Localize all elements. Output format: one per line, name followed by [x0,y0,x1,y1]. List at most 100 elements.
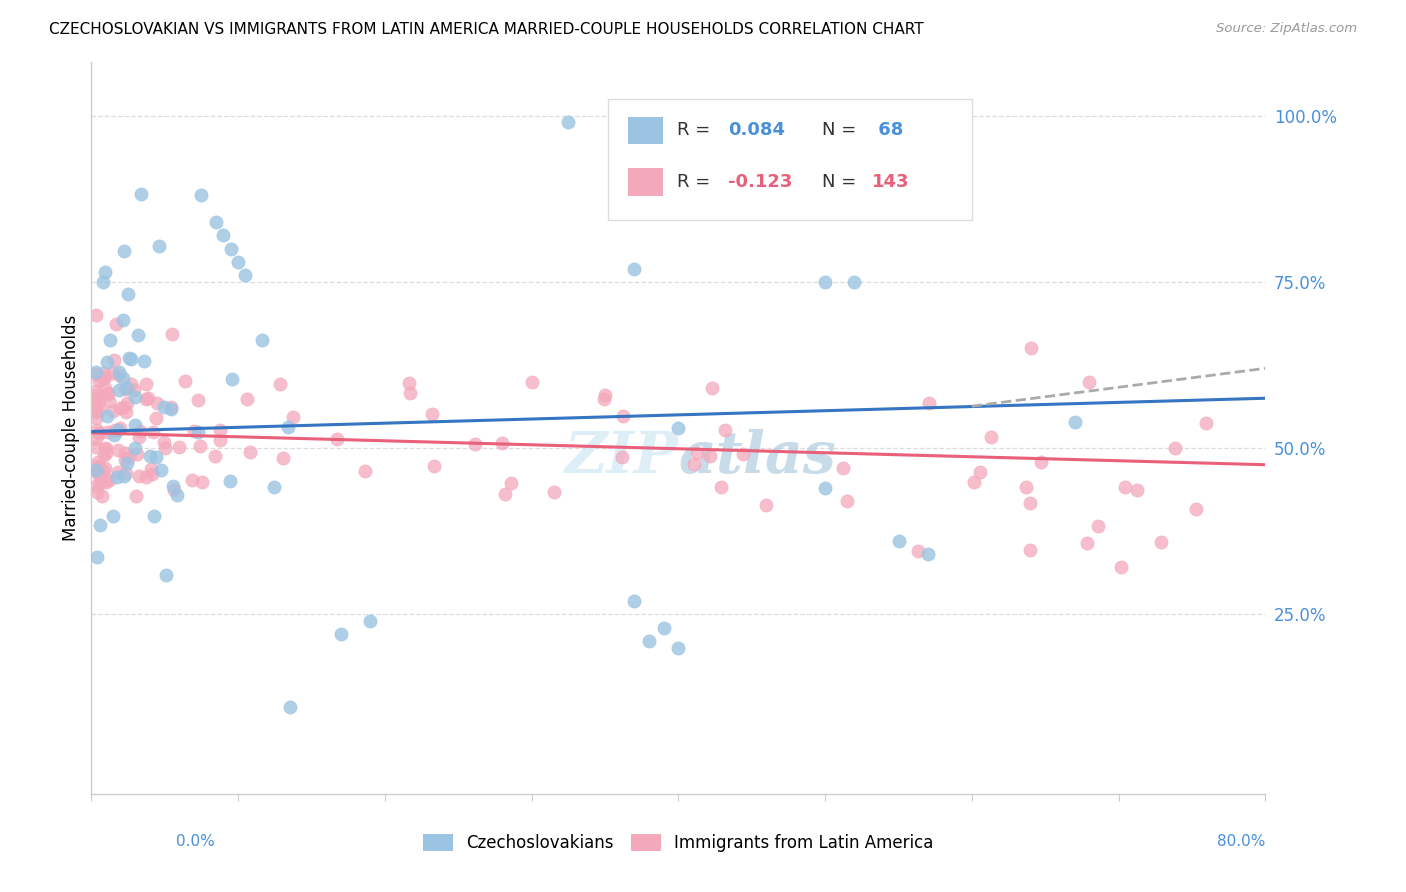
Point [612,450,634,464]
Point [139,450,162,464]
Point [87,466,110,480]
Point [844,275,866,289]
Point [832,460,855,475]
Point [98,393,121,408]
Point [84,365,107,379]
Point [89,467,111,482]
Point [593,388,616,402]
Point [917,548,939,562]
Y-axis label: Married-couple Households: Married-couple Households [62,315,80,541]
Point [623,261,645,276]
Legend: Czechoslovakians, Immigrants from Latin America: Czechoslovakians, Immigrants from Latin … [416,827,941,859]
Point [107,365,129,379]
Point [120,351,142,366]
Point [277,419,299,434]
Point [731,447,754,461]
Point [84,405,107,419]
Point [1078,375,1101,389]
Point [398,376,420,390]
Point [141,467,163,482]
Point [84,479,107,493]
Point [1150,535,1173,549]
Point [1019,342,1042,356]
Point [236,392,259,406]
Point [980,430,1002,444]
Point [226,255,249,269]
Point [353,464,375,478]
Point [1018,496,1040,510]
Point [713,424,735,438]
Point [160,327,183,342]
Point [235,268,257,283]
Point [359,614,381,628]
Point [187,392,209,407]
Point [97,473,120,487]
Point [174,374,197,388]
Point [686,446,709,460]
Point [117,381,139,395]
Point [814,481,837,495]
Point [499,476,522,491]
Point [94,442,117,456]
Point [204,450,226,464]
Point [101,509,124,524]
Point [623,594,645,608]
Point [557,115,579,129]
Point [191,475,214,489]
Point [1087,519,1109,533]
Point [84,463,107,477]
Point [491,435,513,450]
Point [145,450,167,465]
Point [86,425,108,440]
Point [97,425,120,439]
Point [709,480,731,494]
Point [239,445,262,459]
Text: R =: R = [678,121,716,139]
Point [250,333,273,347]
Point [115,396,138,410]
Point [111,312,134,326]
Point [281,409,304,424]
Point [91,489,114,503]
Point [93,367,115,381]
Point [89,475,111,490]
Point [963,475,986,489]
Point [117,450,139,464]
Point [105,318,128,332]
Point [84,394,107,409]
Point [1063,415,1085,429]
Point [93,464,115,478]
Point [135,376,157,391]
Point [160,400,183,414]
Point [1185,501,1208,516]
Point [148,239,170,253]
Point [97,386,120,401]
Point [420,407,443,421]
Point [134,470,156,484]
Point [190,188,212,202]
Point [96,409,118,423]
Point [94,381,117,395]
Point [208,423,231,437]
Point [219,474,242,488]
Point [101,404,124,418]
Point [814,275,837,289]
Point [108,421,131,435]
Point [612,409,634,424]
Point [98,333,121,347]
Point [145,411,167,425]
Point [103,353,125,368]
Point [423,458,446,473]
Point [122,383,145,397]
Point [155,567,177,582]
Point [87,459,110,474]
Point [86,549,108,564]
Point [114,452,136,467]
Point [84,367,107,381]
Point [494,487,516,501]
Point [464,437,486,451]
Point [399,386,422,401]
Point [114,446,136,460]
Point [124,390,146,404]
Point [107,383,129,397]
